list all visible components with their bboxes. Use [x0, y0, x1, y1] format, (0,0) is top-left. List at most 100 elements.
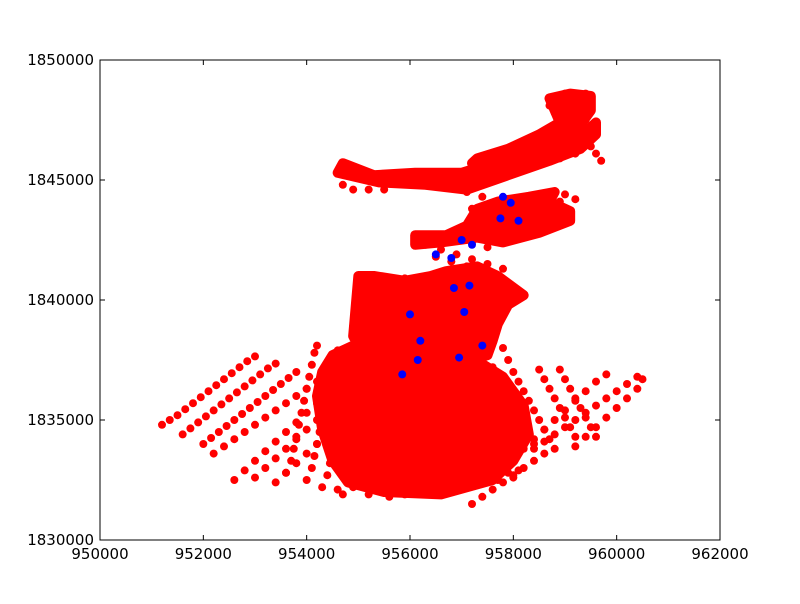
- red-point: [269, 386, 278, 394]
- red-point: [473, 473, 482, 482]
- red-point: [380, 293, 389, 302]
- red-point: [581, 135, 590, 144]
- red-point: [271, 478, 280, 487]
- red-point: [186, 424, 195, 433]
- red-point: [592, 401, 600, 410]
- y-tick-label: 1840000: [27, 291, 94, 309]
- red-point: [493, 197, 502, 206]
- red-point: [323, 471, 332, 480]
- red-point: [571, 394, 580, 403]
- red-point: [530, 456, 538, 465]
- red-point: [535, 416, 544, 424]
- x-tick-label: 956000: [381, 545, 438, 563]
- red-point: [364, 392, 373, 400]
- x-tick-label: 962000: [691, 545, 748, 563]
- red-point: [571, 432, 580, 441]
- red-point: [207, 434, 216, 442]
- red-point: [509, 166, 518, 175]
- red-point: [400, 286, 409, 295]
- red-point: [509, 284, 518, 292]
- red-point: [457, 296, 466, 304]
- red-point: [437, 416, 445, 424]
- red-point: [431, 178, 440, 187]
- red-point: [331, 435, 340, 444]
- red-point: [493, 168, 502, 177]
- red-point: [305, 372, 314, 381]
- red-point: [248, 376, 257, 385]
- red-point: [468, 444, 476, 453]
- red-point: [586, 106, 595, 115]
- red-point: [519, 420, 528, 429]
- blue-point: [449, 284, 458, 292]
- red-point: [344, 375, 352, 384]
- red-point: [369, 173, 378, 182]
- red-point: [313, 399, 321, 408]
- red-point: [426, 480, 435, 489]
- red-point: [313, 440, 321, 448]
- red-point: [232, 388, 241, 397]
- red-point: [514, 233, 523, 242]
- red-point: [354, 171, 363, 180]
- red-point: [318, 483, 327, 492]
- red-point: [447, 425, 456, 434]
- red-point: [251, 473, 259, 482]
- red-point: [214, 428, 223, 436]
- red-point: [499, 478, 507, 487]
- red-point: [421, 240, 430, 249]
- red-point: [354, 377, 363, 386]
- red-point: [447, 406, 456, 415]
- red-point: [540, 204, 549, 213]
- red-point: [369, 468, 378, 477]
- red-point: [416, 488, 425, 496]
- red-point: [488, 363, 497, 372]
- red-point: [550, 394, 559, 403]
- red-point: [354, 401, 363, 410]
- red-point: [633, 384, 642, 393]
- red-point: [493, 272, 502, 280]
- red-point: [390, 284, 399, 292]
- red-point: [359, 312, 368, 321]
- red-point: [263, 364, 272, 373]
- y-tick-label: 1830000: [27, 531, 94, 549]
- red-point: [602, 370, 611, 379]
- red-point: [313, 377, 321, 386]
- red-point: [581, 89, 590, 98]
- red-point: [302, 476, 311, 484]
- red-point: [271, 359, 280, 368]
- red-point: [514, 411, 523, 420]
- red-point: [261, 447, 270, 456]
- red-point: [550, 416, 559, 424]
- red-point: [561, 89, 569, 98]
- red-point: [271, 437, 280, 446]
- red-point: [514, 293, 523, 302]
- red-point: [561, 190, 569, 199]
- blue-point: [413, 356, 422, 364]
- red-point: [297, 408, 306, 417]
- red-point: [240, 382, 249, 391]
- red-point: [442, 478, 451, 487]
- blue-point: [416, 336, 425, 345]
- red-point: [447, 178, 456, 187]
- ticks-layer: [99, 59, 721, 541]
- red-point: [566, 384, 575, 393]
- red-point: [395, 485, 404, 494]
- red-point: [561, 375, 569, 384]
- red-point: [561, 216, 569, 225]
- red-point: [540, 425, 549, 434]
- red-point: [385, 368, 394, 376]
- red-point: [359, 324, 368, 333]
- red-point: [437, 245, 445, 254]
- red-point: [261, 392, 270, 400]
- red-point: [253, 398, 262, 406]
- red-point: [524, 164, 533, 172]
- red-point: [380, 185, 389, 194]
- red-point: [431, 485, 440, 494]
- red-point: [623, 380, 631, 388]
- red-point: [380, 305, 389, 314]
- red-point: [349, 322, 358, 331]
- red-point: [483, 260, 492, 268]
- red-point: [349, 351, 358, 360]
- red-point: [545, 137, 554, 146]
- red-point: [364, 368, 373, 376]
- red-point: [576, 404, 585, 412]
